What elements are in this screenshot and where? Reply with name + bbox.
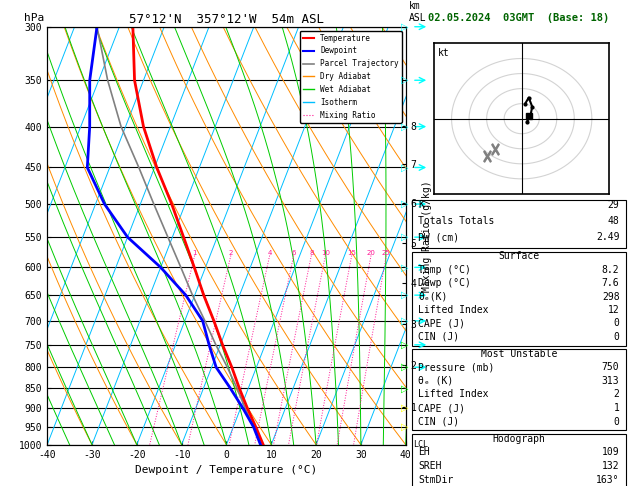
Bar [412,200,626,248]
Text: 20: 20 [367,250,376,256]
Text: 2: 2 [228,250,233,256]
Text: 750: 750 [602,363,620,372]
Y-axis label: Mixing Ratio (g/kg): Mixing Ratio (g/kg) [422,180,432,292]
Text: ▷: ▷ [401,122,409,132]
Text: ▷: ▷ [401,22,409,32]
Text: CIN (J): CIN (J) [418,332,460,342]
Text: Hodograph: Hodograph [493,434,545,444]
Text: ▷: ▷ [401,422,409,432]
Text: ▷: ▷ [401,340,409,350]
Text: Lifted Index: Lifted Index [418,305,489,315]
Bar [412,349,626,431]
Text: StmDir: StmDir [418,475,454,485]
Text: ▷: ▷ [401,362,409,372]
Text: ▷: ▷ [401,199,409,209]
Text: 8.2: 8.2 [602,265,620,275]
Text: SREH: SREH [418,461,442,471]
Text: ▷: ▷ [401,75,409,85]
Text: ▷: ▷ [401,383,409,393]
Text: 7.6: 7.6 [602,278,620,288]
Text: Totals Totals: Totals Totals [418,216,495,226]
Text: 298: 298 [602,292,620,302]
Text: 02.05.2024  03GMT  (Base: 18): 02.05.2024 03GMT (Base: 18) [428,13,610,22]
Text: 8: 8 [309,250,314,256]
Text: ▷: ▷ [401,403,409,413]
Bar [412,252,626,346]
Text: ▷: ▷ [401,316,409,326]
Text: 0: 0 [613,417,620,427]
Text: ▷: ▷ [401,262,409,272]
Text: CAPE (J): CAPE (J) [418,318,465,329]
Text: 10: 10 [321,250,330,256]
Text: 132: 132 [602,461,620,471]
Legend: Temperature, Dewpoint, Parcel Trajectory, Dry Adiabat, Wet Adiabat, Isotherm, Mi: Temperature, Dewpoint, Parcel Trajectory… [299,31,402,122]
Text: K: K [418,200,425,210]
Text: 25: 25 [382,250,391,256]
Bar [412,434,626,486]
Text: Surface: Surface [498,251,540,261]
Text: EH: EH [418,448,430,457]
Text: 2.49: 2.49 [596,232,620,242]
Text: Most Unstable: Most Unstable [481,349,557,359]
Text: Dewp (°C): Dewp (°C) [418,278,471,288]
Text: θₑ(K): θₑ(K) [418,292,448,302]
Text: Lifted Index: Lifted Index [418,389,489,399]
Text: 1: 1 [613,403,620,413]
Text: CIN (J): CIN (J) [418,417,460,427]
Text: ▷: ▷ [401,162,409,173]
Text: θₑ (K): θₑ (K) [418,376,454,386]
Title: 57°12'N  357°12'W  54m ASL: 57°12'N 357°12'W 54m ASL [129,13,324,26]
Text: kt: kt [438,48,449,58]
Text: 6: 6 [291,250,296,256]
Text: 163°: 163° [596,475,620,485]
Text: 0: 0 [613,318,620,329]
Text: CAPE (J): CAPE (J) [418,403,465,413]
Text: 4: 4 [267,250,272,256]
Text: 29: 29 [608,200,620,210]
X-axis label: Dewpoint / Temperature (°C): Dewpoint / Temperature (°C) [135,465,318,475]
Text: Pressure (mb): Pressure (mb) [418,363,495,372]
Text: 313: 313 [602,376,620,386]
Text: ▷: ▷ [401,290,409,300]
Text: km
ASL: km ASL [409,1,427,22]
Text: 109: 109 [602,448,620,457]
Text: Temp (°C): Temp (°C) [418,265,471,275]
Text: 48: 48 [608,216,620,226]
Text: 12: 12 [608,305,620,315]
Text: 0: 0 [613,332,620,342]
Text: hPa: hPa [24,13,44,22]
Text: PW (cm): PW (cm) [418,232,460,242]
Text: 1: 1 [192,250,197,256]
Text: 15: 15 [347,250,356,256]
Text: LCL: LCL [413,440,428,449]
Text: ▷: ▷ [401,232,409,242]
Text: 2: 2 [613,389,620,399]
